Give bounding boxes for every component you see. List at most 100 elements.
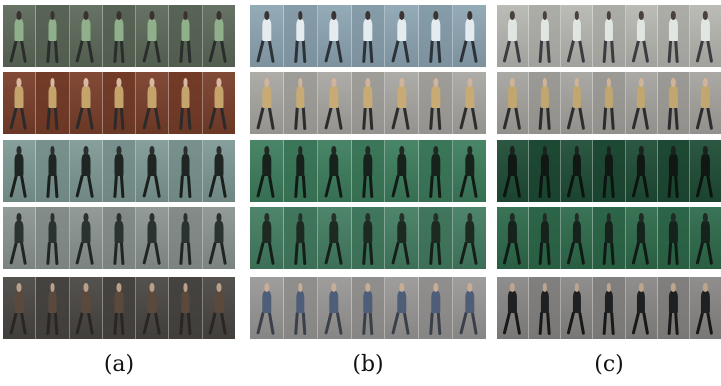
video-frame	[317, 140, 352, 202]
video-frame	[351, 140, 386, 202]
video-frame	[561, 207, 594, 269]
walking-person	[45, 213, 59, 266]
video-frame	[625, 277, 658, 339]
video-frame	[497, 207, 530, 269]
video-frame	[317, 207, 352, 269]
video-frame	[689, 207, 721, 269]
video-frame	[136, 277, 170, 339]
video-frame	[169, 5, 203, 67]
walking-person	[391, 78, 411, 131]
video-frame	[136, 72, 170, 134]
video-frame	[419, 277, 454, 339]
walking-person	[459, 78, 479, 131]
walking-person	[459, 283, 479, 336]
video-frame	[529, 140, 562, 202]
video-frame	[385, 72, 420, 134]
video-frame	[36, 277, 70, 339]
walking-person	[142, 146, 161, 199]
walking-person	[112, 11, 126, 64]
walking-person	[256, 78, 276, 131]
video-frame	[317, 5, 352, 67]
walking-person	[256, 283, 276, 336]
walking-person	[293, 213, 307, 266]
video-frame	[283, 140, 318, 202]
video-frame	[250, 277, 284, 339]
panel-b-caption: (b)	[352, 352, 384, 377]
video-frame	[453, 140, 486, 202]
video-frame	[657, 207, 690, 269]
video-frame	[385, 277, 420, 339]
video-frame	[250, 140, 284, 202]
walking-person	[75, 213, 95, 266]
walking-person	[361, 146, 375, 199]
video-frame	[202, 5, 235, 67]
image-strip	[497, 207, 721, 269]
video-frame	[351, 5, 386, 67]
walking-person	[208, 78, 228, 131]
walking-person	[459, 146, 479, 199]
video-frame	[453, 5, 486, 67]
video-frame	[657, 5, 690, 67]
video-frame	[3, 277, 37, 339]
video-frame	[136, 140, 170, 202]
walking-person	[8, 78, 28, 131]
video-frame	[69, 5, 103, 67]
walking-person	[538, 146, 552, 199]
walking-person	[178, 283, 192, 336]
walking-person	[538, 11, 552, 64]
video-frame	[689, 72, 721, 134]
video-frame	[561, 5, 594, 67]
walking-person	[112, 213, 126, 266]
video-frame	[419, 72, 454, 134]
video-frame	[625, 72, 658, 134]
walking-person	[208, 11, 228, 64]
video-frame	[593, 5, 626, 67]
video-frame	[69, 72, 103, 134]
video-frame	[497, 5, 530, 67]
walking-person	[695, 213, 714, 266]
video-frame	[529, 277, 562, 339]
walking-person	[293, 146, 307, 199]
walking-person	[8, 11, 28, 64]
video-frame	[497, 277, 530, 339]
walking-person	[391, 146, 411, 199]
walking-person	[256, 213, 276, 266]
video-frame	[317, 72, 352, 134]
walking-person	[428, 146, 442, 199]
image-strip	[250, 72, 486, 134]
video-frame	[202, 72, 235, 134]
video-frame	[529, 207, 562, 269]
video-frame	[529, 5, 562, 67]
video-frame	[689, 5, 721, 67]
video-frame	[497, 72, 530, 134]
walking-person	[666, 283, 680, 336]
walking-person	[361, 11, 375, 64]
walking-person	[631, 213, 650, 266]
video-frame	[169, 72, 203, 134]
video-frame	[419, 207, 454, 269]
video-frame	[283, 72, 318, 134]
walking-person	[391, 283, 411, 336]
walking-person	[602, 213, 616, 266]
walking-person	[361, 213, 375, 266]
walking-person	[428, 213, 442, 266]
video-frame	[102, 5, 137, 67]
video-frame	[593, 277, 626, 339]
image-strip	[3, 5, 235, 67]
video-frame	[419, 5, 454, 67]
image-strip	[497, 5, 721, 67]
video-frame	[250, 207, 284, 269]
video-frame	[385, 5, 420, 67]
walking-person	[178, 78, 192, 131]
video-frame	[250, 72, 284, 134]
video-frame	[283, 277, 318, 339]
walking-person	[391, 11, 411, 64]
video-frame	[419, 140, 454, 202]
video-frame	[102, 277, 137, 339]
walking-person	[45, 11, 59, 64]
walking-person	[256, 146, 276, 199]
video-frame	[385, 207, 420, 269]
walking-person	[666, 146, 680, 199]
video-frame	[136, 5, 170, 67]
video-frame	[593, 72, 626, 134]
